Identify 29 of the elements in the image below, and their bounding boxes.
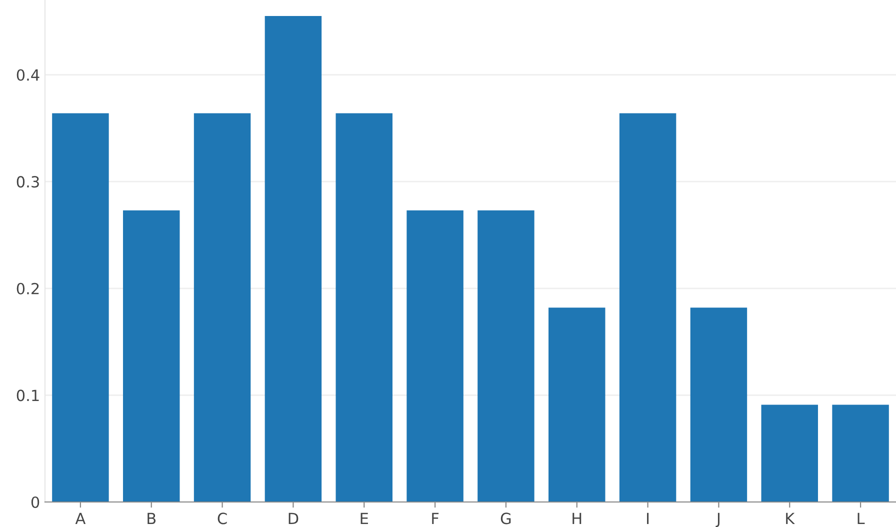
bar bbox=[548, 308, 606, 502]
y-tick-label: 0 bbox=[31, 496, 40, 508]
x-tick-label: B bbox=[148, 512, 156, 524]
x-tick-label: D bbox=[288, 512, 298, 524]
y-tick-label: 0.1 bbox=[16, 390, 39, 402]
x-tick-label: C bbox=[218, 512, 227, 524]
x-tick-label: E bbox=[360, 512, 368, 524]
bar bbox=[690, 308, 748, 502]
bar bbox=[832, 404, 889, 502]
x-tick-label: J bbox=[716, 512, 720, 527]
y-tick-label: 0.2 bbox=[16, 282, 39, 294]
bar bbox=[336, 113, 392, 502]
x-tick-label: A bbox=[75, 512, 86, 524]
bar bbox=[123, 210, 180, 502]
bar bbox=[761, 404, 818, 502]
x-tick-label: H bbox=[572, 512, 582, 524]
bar bbox=[478, 210, 534, 502]
x-tick-label: I bbox=[647, 512, 649, 524]
y-tick-label: 0.3 bbox=[16, 176, 39, 188]
bar bbox=[406, 210, 464, 502]
bar bbox=[52, 113, 109, 502]
x-tick-label: K bbox=[786, 512, 795, 524]
bar bbox=[264, 16, 322, 502]
x-tick-label: G bbox=[500, 512, 511, 524]
bar bbox=[619, 113, 676, 502]
x-tick-label: L bbox=[858, 512, 865, 524]
bar bbox=[194, 113, 251, 502]
y-tick-label: 0.4 bbox=[16, 69, 40, 81]
x-tick-label: F bbox=[432, 512, 439, 524]
